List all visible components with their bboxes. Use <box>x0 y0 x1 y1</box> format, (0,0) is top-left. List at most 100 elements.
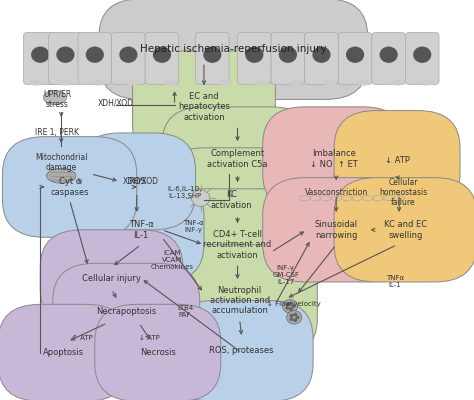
Circle shape <box>32 47 49 62</box>
FancyBboxPatch shape <box>133 51 275 163</box>
Text: Necrosis: Necrosis <box>140 348 176 357</box>
Text: ROS, proteases: ROS, proteases <box>210 346 274 355</box>
Text: KC
activation: KC activation <box>210 190 252 210</box>
Circle shape <box>289 307 293 311</box>
Text: ↓ ATP: ↓ ATP <box>139 335 160 341</box>
Text: LTB4
PAF: LTB4 PAF <box>177 305 193 318</box>
Circle shape <box>285 302 290 306</box>
Text: XDH/XOD: XDH/XOD <box>123 177 159 186</box>
FancyBboxPatch shape <box>53 263 200 360</box>
FancyBboxPatch shape <box>196 32 229 84</box>
FancyBboxPatch shape <box>49 32 82 84</box>
Text: Imbalance
↓ NO  ↑ ET: Imbalance ↓ NO ↑ ET <box>310 149 358 169</box>
Ellipse shape <box>43 90 66 105</box>
Circle shape <box>380 47 397 62</box>
FancyBboxPatch shape <box>162 189 313 300</box>
Circle shape <box>414 47 431 62</box>
Text: ↑ ATP: ↑ ATP <box>72 335 92 341</box>
Circle shape <box>120 47 137 62</box>
FancyBboxPatch shape <box>263 107 405 211</box>
Text: ICAM
VCAM
Chemokines: ICAM VCAM Chemokines <box>151 250 194 270</box>
Text: XDH/XOD: XDH/XOD <box>98 99 134 108</box>
Ellipse shape <box>219 80 231 85</box>
Ellipse shape <box>256 80 269 85</box>
Circle shape <box>283 300 298 313</box>
Ellipse shape <box>420 80 433 85</box>
Circle shape <box>346 47 364 62</box>
Text: ↓ ATP: ↓ ATP <box>384 156 410 165</box>
Ellipse shape <box>324 80 336 85</box>
Text: Cellular
homeostasis
failure: Cellular homeostasis failure <box>379 178 428 208</box>
Text: UPR/ER
stress: UPR/ER stress <box>43 90 71 109</box>
FancyBboxPatch shape <box>78 133 196 230</box>
Ellipse shape <box>93 80 105 85</box>
Text: Complement
activation C5a: Complement activation C5a <box>207 149 268 169</box>
Text: KC and EC
swelling: KC and EC swelling <box>384 220 427 240</box>
Text: Sinusoidal
narrowing: Sinusoidal narrowing <box>315 220 358 240</box>
Ellipse shape <box>391 80 403 85</box>
Text: EC and
hepatocytes
activation: EC and hepatocytes activation <box>178 92 230 122</box>
FancyBboxPatch shape <box>162 245 317 356</box>
FancyBboxPatch shape <box>334 178 474 282</box>
Ellipse shape <box>357 80 370 85</box>
FancyBboxPatch shape <box>78 178 204 282</box>
Ellipse shape <box>46 168 76 183</box>
Circle shape <box>290 317 293 321</box>
FancyBboxPatch shape <box>145 32 179 84</box>
Circle shape <box>290 314 293 318</box>
Text: Apoptosis: Apoptosis <box>43 348 84 357</box>
Circle shape <box>191 190 210 206</box>
Ellipse shape <box>290 80 302 85</box>
FancyBboxPatch shape <box>334 110 460 211</box>
FancyBboxPatch shape <box>162 107 313 211</box>
Ellipse shape <box>126 80 139 85</box>
Text: Vasoconstriction: Vasoconstriction <box>305 188 368 197</box>
Text: Mitochondrial
damage: Mitochondrial damage <box>35 153 88 172</box>
FancyBboxPatch shape <box>338 32 372 84</box>
FancyBboxPatch shape <box>263 178 410 282</box>
Ellipse shape <box>164 80 177 85</box>
Circle shape <box>313 47 330 62</box>
FancyBboxPatch shape <box>40 230 183 327</box>
Text: Necrapoptosis: Necrapoptosis <box>96 307 156 316</box>
Text: TNF-α
IL-1: TNF-α IL-1 <box>128 220 154 240</box>
FancyBboxPatch shape <box>305 32 338 84</box>
FancyBboxPatch shape <box>237 32 271 84</box>
Text: TNF-α
INF-γ: TNF-α INF-γ <box>183 220 204 232</box>
Circle shape <box>57 47 74 62</box>
Text: ROS: ROS <box>128 177 146 186</box>
Text: ↓ Flow velocity: ↓ Flow velocity <box>267 301 321 307</box>
Text: IL-6,IL-10,
IL-13,SHP: IL-6,IL-10, IL-13,SHP <box>168 186 202 199</box>
FancyBboxPatch shape <box>0 304 128 400</box>
FancyBboxPatch shape <box>162 148 301 252</box>
FancyBboxPatch shape <box>2 137 137 237</box>
Circle shape <box>291 304 295 308</box>
Circle shape <box>154 47 170 62</box>
Text: Cyt c
caspases: Cyt c caspases <box>50 177 89 197</box>
Circle shape <box>293 313 297 316</box>
Text: CD4+ T-cell
recruitment and
activation: CD4+ T-cell recruitment and activation <box>203 230 272 260</box>
Circle shape <box>285 306 290 310</box>
Text: Neutrophil
activation and
accumulation: Neutrophil activation and accumulation <box>210 286 270 316</box>
Circle shape <box>295 316 300 319</box>
Text: Hepatic ischemia-reperfusion injury: Hepatic ischemia-reperfusion injury <box>140 44 327 54</box>
Circle shape <box>280 47 296 62</box>
FancyBboxPatch shape <box>99 0 368 100</box>
Text: TNFα
IL-1: TNFα IL-1 <box>386 276 404 288</box>
Circle shape <box>293 318 297 322</box>
FancyBboxPatch shape <box>372 32 405 84</box>
Ellipse shape <box>30 80 42 85</box>
FancyBboxPatch shape <box>78 32 111 84</box>
Text: INF-γ
GM-CSF
IL-17: INF-γ GM-CSF IL-17 <box>272 264 299 284</box>
Text: Cellular injury: Cellular injury <box>82 274 141 283</box>
Circle shape <box>246 47 263 62</box>
FancyBboxPatch shape <box>170 300 313 400</box>
Circle shape <box>204 47 221 62</box>
Circle shape <box>86 47 103 62</box>
Ellipse shape <box>59 80 72 85</box>
FancyBboxPatch shape <box>95 304 221 400</box>
FancyBboxPatch shape <box>23 32 57 84</box>
FancyBboxPatch shape <box>111 32 145 84</box>
FancyBboxPatch shape <box>271 32 305 84</box>
Circle shape <box>289 302 293 305</box>
